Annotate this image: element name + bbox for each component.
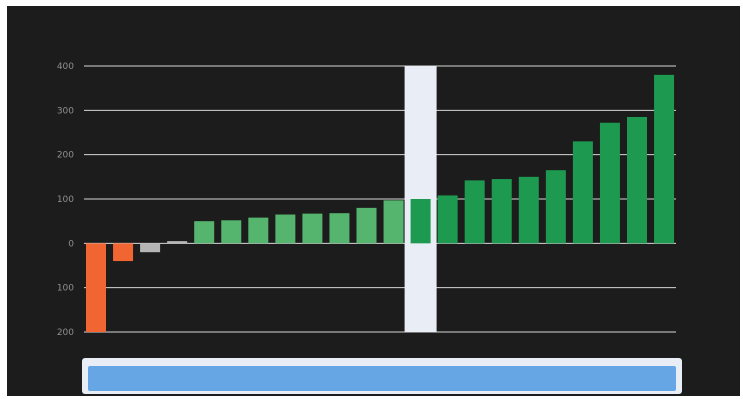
bar[interactable] bbox=[572, 141, 593, 244]
bar[interactable] bbox=[545, 170, 566, 244]
y-tick-label: 300 bbox=[57, 106, 74, 116]
y-tick-label: 0 bbox=[68, 239, 74, 249]
bar[interactable] bbox=[329, 213, 350, 244]
bar[interactable] bbox=[654, 74, 675, 244]
bar[interactable] bbox=[464, 180, 485, 244]
bar[interactable] bbox=[356, 207, 377, 244]
bar[interactable] bbox=[410, 199, 431, 244]
y-tick-label: 100 bbox=[57, 195, 74, 205]
bar[interactable] bbox=[167, 241, 188, 244]
bar[interactable] bbox=[437, 195, 458, 244]
bar[interactable] bbox=[491, 179, 512, 244]
y-tick-label: 100 bbox=[57, 284, 74, 294]
bar[interactable] bbox=[113, 243, 134, 262]
bars bbox=[86, 74, 675, 332]
horizontal-scrollbar[interactable] bbox=[82, 358, 682, 394]
bar[interactable] bbox=[221, 220, 242, 244]
y-tick-label: 200 bbox=[57, 151, 74, 161]
bar[interactable] bbox=[599, 122, 620, 244]
bar[interactable] bbox=[194, 221, 215, 244]
bar[interactable] bbox=[140, 243, 161, 253]
bar[interactable] bbox=[86, 243, 106, 332]
bar[interactable] bbox=[302, 213, 323, 244]
bar[interactable] bbox=[248, 217, 269, 244]
bar[interactable] bbox=[275, 214, 296, 244]
y-tick-label: 200 bbox=[57, 328, 74, 338]
bar[interactable] bbox=[383, 200, 404, 244]
gridlines bbox=[84, 65, 676, 333]
y-tick-label: 400 bbox=[57, 62, 74, 72]
bar[interactable] bbox=[627, 116, 647, 244]
scrollbar-thumb[interactable] bbox=[88, 366, 676, 391]
y-axis-tick-labels: 400 300 200 100 0 100 200 bbox=[57, 62, 74, 338]
bar[interactable] bbox=[518, 176, 539, 244]
